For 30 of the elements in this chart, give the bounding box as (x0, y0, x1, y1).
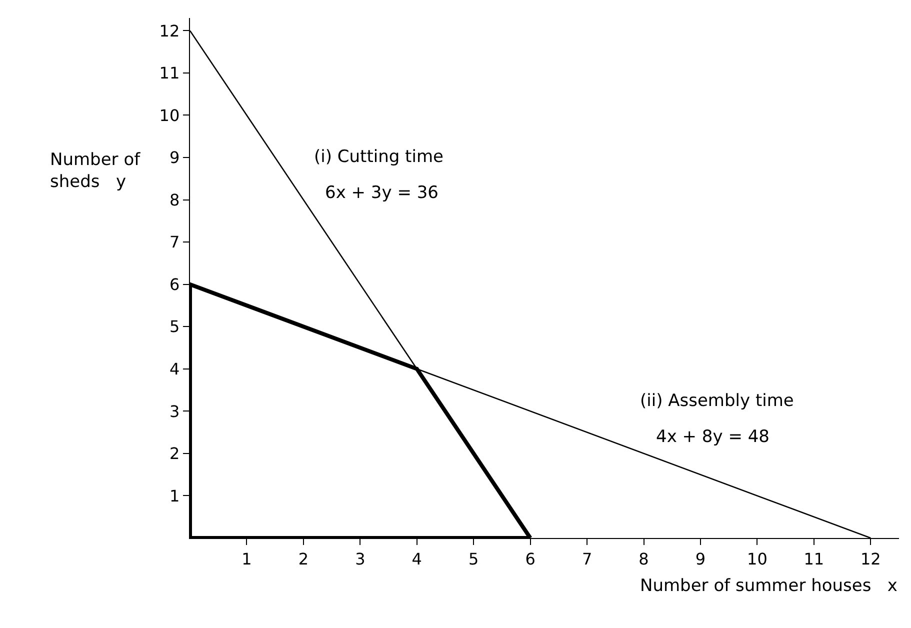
y-tick-label: 10 (159, 106, 180, 125)
y-axis-title: Number of sheds y (50, 150, 142, 192)
annotation: 6x + 3y = 36 (325, 183, 438, 203)
y-tick-label: 9 (169, 148, 180, 168)
y-tick-label: 4 (169, 359, 180, 378)
y-tick-label: 3 (169, 402, 180, 421)
y-tick-label: 7 (169, 232, 180, 252)
x-tick-label: 9 (695, 549, 706, 568)
x-tick-label: 5 (468, 549, 479, 568)
y-tick-label: 8 (169, 190, 180, 210)
x-tick-label: 1 (242, 549, 252, 568)
x-axis-title: Number of summer houses x (640, 576, 898, 596)
x-tick-label: 7 (582, 549, 592, 568)
x-tick-label: 3 (355, 549, 366, 568)
x-tick-label: 2 (298, 549, 309, 568)
x-tick-label: 8 (638, 549, 649, 568)
y-tick-label: 2 (169, 444, 180, 464)
y-tick-label: 6 (169, 274, 180, 294)
x-tick-label: 11 (804, 549, 824, 568)
annotation: 4x + 8y = 48 (656, 427, 770, 447)
x-tick-label: 4 (412, 549, 422, 568)
x-tick-label: 12 (860, 549, 881, 568)
y-tick-label: 11 (159, 64, 180, 83)
y-tick-label: 12 (159, 21, 180, 40)
y-tick-label: 1 (169, 486, 180, 506)
annotation: (i) Cutting time (314, 147, 444, 167)
y-tick-label: 5 (169, 317, 180, 336)
annotation: (ii) Assembly time (640, 391, 794, 411)
x-tick-label: 10 (747, 549, 768, 568)
x-tick-label: 6 (525, 549, 536, 568)
